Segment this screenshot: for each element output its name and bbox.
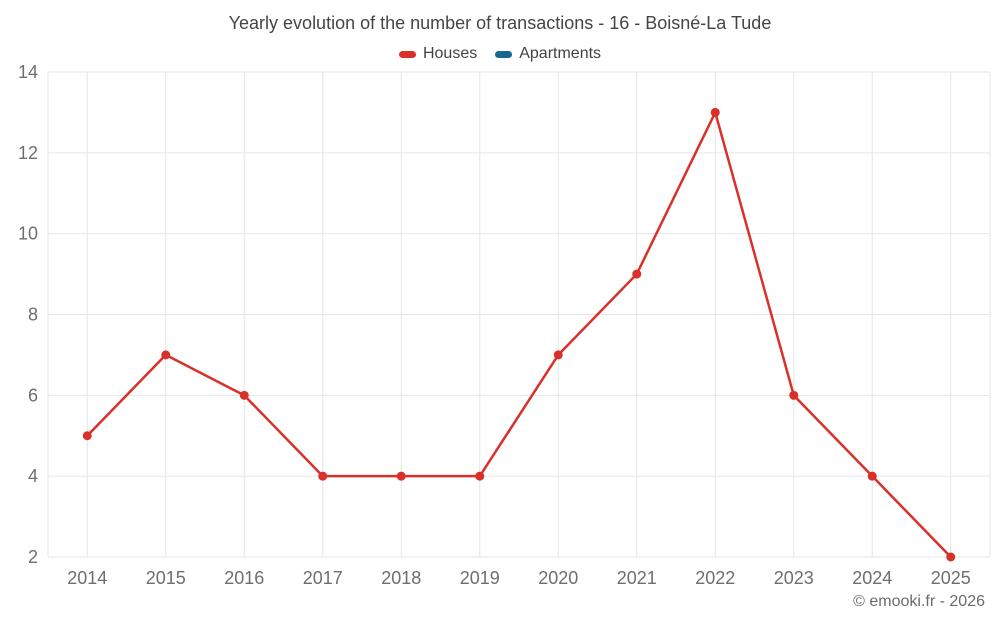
- chart-title: Yearly evolution of the number of transa…: [228, 13, 772, 33]
- data-point-houses-2025[interactable]: [946, 552, 956, 562]
- x-axis-label: 2023: [774, 568, 814, 588]
- data-point-houses-2019[interactable]: [475, 471, 485, 481]
- copyright-text: © emooki.fr - 2026: [853, 593, 985, 610]
- data-point-houses-2021[interactable]: [632, 269, 642, 279]
- legend-item-apartments[interactable]: Apartments: [495, 45, 601, 63]
- x-axis-label: 2014: [67, 568, 107, 588]
- legend-item-houses[interactable]: Houses: [398, 45, 478, 63]
- legend-marker-icon: [398, 50, 416, 58]
- x-axis-label: 2015: [146, 568, 186, 588]
- data-point-houses-2018[interactable]: [396, 471, 406, 481]
- x-axis-label: 2019: [460, 568, 500, 588]
- data-point-houses-2020[interactable]: [553, 350, 563, 360]
- x-axis-label: 2021: [617, 568, 657, 588]
- x-axis-label: 2024: [852, 568, 892, 588]
- legend-label: Houses: [422, 45, 478, 62]
- legend-label: Apartments: [519, 45, 602, 62]
- series-line-houses: [86, 111, 952, 559]
- data-point-houses-2023[interactable]: [789, 390, 799, 400]
- y-axis-label: 8: [28, 305, 38, 325]
- legend: Houses Apartments: [0, 45, 1000, 63]
- x-axis-label: 2020: [538, 568, 578, 588]
- data-point-houses-2022[interactable]: [710, 107, 720, 117]
- y-axis-label: 10: [18, 224, 38, 244]
- data-point-houses-2014[interactable]: [82, 431, 92, 441]
- data-point-houses-2017[interactable]: [318, 471, 328, 481]
- x-axis-label: 2017: [303, 568, 343, 588]
- y-axis-label: 4: [28, 466, 38, 486]
- x-axis-label: 2022: [695, 568, 735, 588]
- y-axis-label: 2: [28, 547, 38, 567]
- legend-marker-icon: [495, 50, 513, 58]
- y-axis-label: 14: [18, 62, 38, 82]
- data-point-houses-2024[interactable]: [867, 471, 877, 481]
- x-axis-label: 2025: [931, 568, 971, 588]
- data-point-houses-2015[interactable]: [161, 350, 171, 360]
- y-axis-label: 6: [28, 385, 38, 405]
- x-axis-label: 2018: [381, 568, 421, 588]
- x-axis-label: 2016: [224, 568, 264, 588]
- data-point-houses-2016[interactable]: [239, 390, 249, 400]
- y-axis-label: 12: [18, 143, 38, 163]
